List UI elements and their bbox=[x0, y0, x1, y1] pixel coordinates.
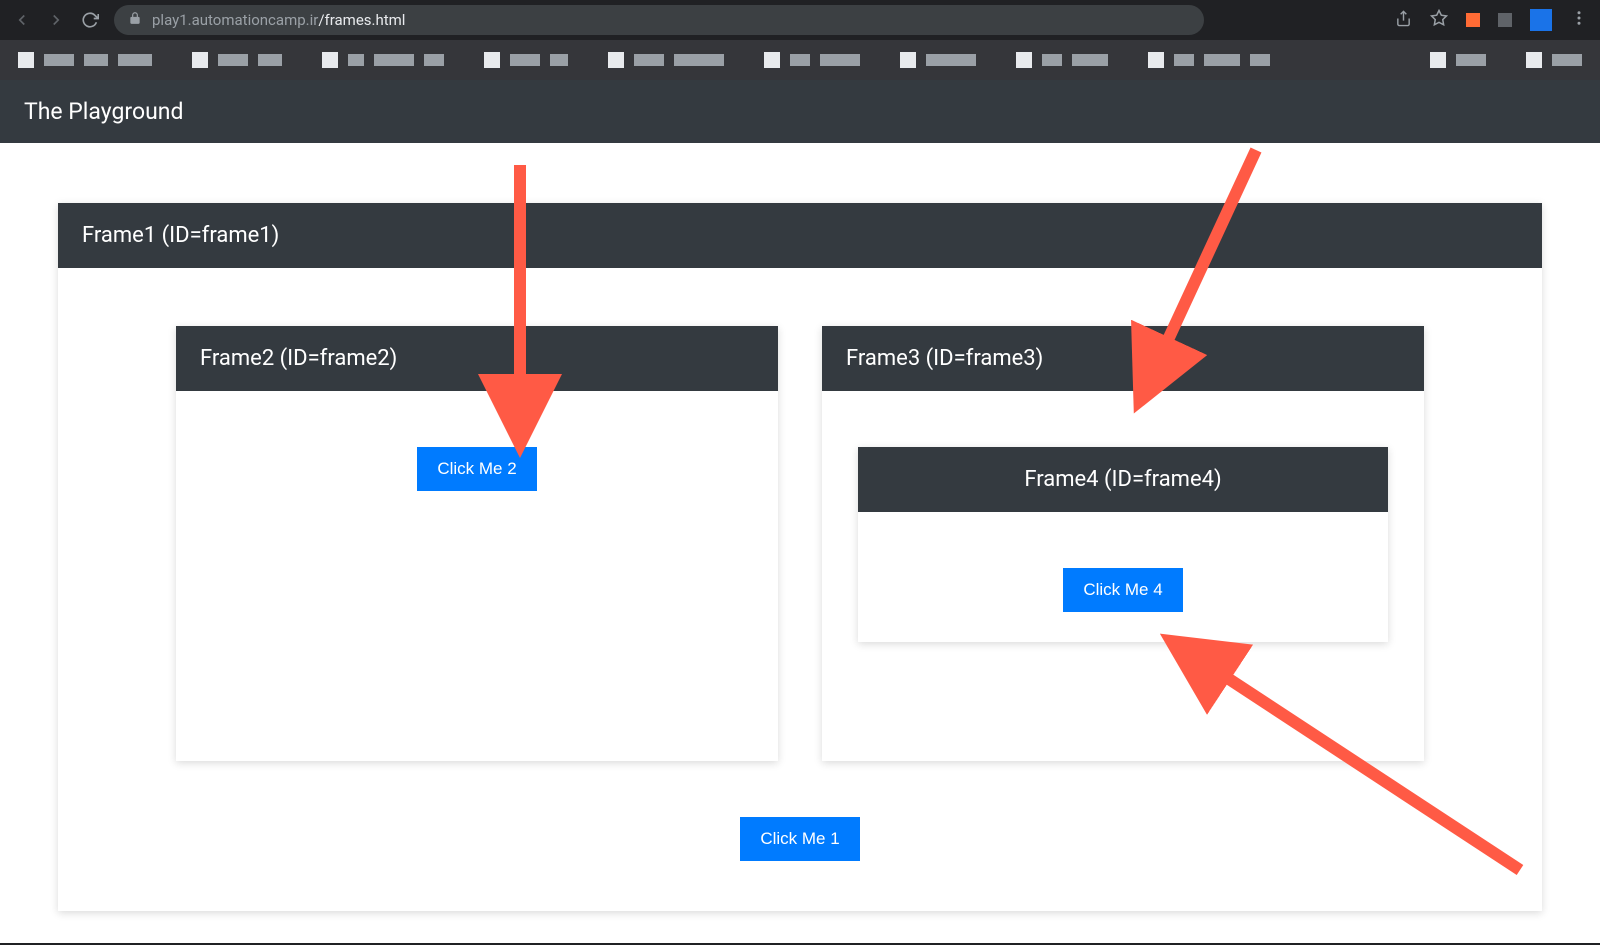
bookmark-item[interactable] bbox=[674, 54, 724, 66]
bookmark-item[interactable] bbox=[900, 52, 916, 68]
bookmark-item[interactable] bbox=[926, 54, 976, 66]
frame1-button-row: Click Me 1 bbox=[176, 817, 1424, 861]
bookmark-item[interactable] bbox=[374, 54, 414, 66]
frame3-body: Frame4 (ID=frame4) Click Me 4 bbox=[822, 391, 1424, 761]
address-bar[interactable]: play1.automationcamp.ir/frames.html bbox=[114, 5, 1204, 35]
click-me-4-button[interactable]: Click Me 4 bbox=[1063, 568, 1182, 612]
bookmark-item[interactable] bbox=[1552, 54, 1582, 66]
frame4-card: Frame4 (ID=frame4) Click Me 4 bbox=[858, 447, 1388, 642]
bookmark-item[interactable] bbox=[1042, 54, 1062, 66]
extension-icon[interactable] bbox=[1498, 13, 1512, 27]
bookmark-item[interactable] bbox=[550, 54, 568, 66]
bookmark-item[interactable] bbox=[1456, 54, 1486, 66]
profile-avatar[interactable] bbox=[1530, 9, 1552, 31]
bookmark-item[interactable] bbox=[484, 52, 500, 68]
bookmark-item[interactable] bbox=[1204, 54, 1240, 66]
bookmark-item[interactable] bbox=[192, 52, 208, 68]
bookmark-item[interactable] bbox=[348, 54, 364, 66]
inner-frames-row: Frame2 (ID=frame2) Click Me 2 Frame3 (ID… bbox=[176, 326, 1424, 761]
extension-icon[interactable] bbox=[1466, 13, 1480, 27]
back-button[interactable] bbox=[12, 10, 32, 30]
bookmark-item[interactable] bbox=[510, 54, 540, 66]
frame2-card: Frame2 (ID=frame2) Click Me 2 bbox=[176, 326, 778, 761]
frame3-card: Frame3 (ID=frame3) Frame4 (ID=frame4) Cl… bbox=[822, 326, 1424, 761]
frame1-body: Frame2 (ID=frame2) Click Me 2 Frame3 (ID… bbox=[58, 268, 1542, 911]
content-area: Frame1 (ID=frame1) Frame2 (ID=frame2) Cl… bbox=[0, 143, 1600, 943]
bookmark-item[interactable] bbox=[608, 52, 624, 68]
share-icon[interactable] bbox=[1395, 10, 1412, 31]
bookmark-item[interactable] bbox=[424, 54, 444, 66]
bookmark-item[interactable] bbox=[218, 54, 248, 66]
bookmark-item[interactable] bbox=[44, 54, 74, 66]
click-me-2-button[interactable]: Click Me 2 bbox=[417, 447, 536, 491]
bookmark-item[interactable] bbox=[1072, 54, 1108, 66]
bookmark-item[interactable] bbox=[820, 54, 860, 66]
url-text: play1.automationcamp.ir/frames.html bbox=[152, 11, 405, 29]
click-me-1-button[interactable]: Click Me 1 bbox=[740, 817, 859, 861]
bookmark-star-icon[interactable] bbox=[1430, 9, 1448, 31]
frame4-header: Frame4 (ID=frame4) bbox=[858, 447, 1388, 512]
menu-icon[interactable] bbox=[1570, 9, 1588, 31]
bookmark-item[interactable] bbox=[84, 54, 108, 66]
bookmark-item[interactable] bbox=[1430, 52, 1446, 68]
frame4-body: Click Me 4 bbox=[858, 512, 1388, 642]
bookmark-item[interactable] bbox=[764, 52, 780, 68]
frame3-header: Frame3 (ID=frame3) bbox=[822, 326, 1424, 391]
bookmark-item[interactable] bbox=[18, 52, 34, 68]
frame2-body: Click Me 2 bbox=[176, 391, 778, 761]
bookmark-item[interactable] bbox=[1016, 52, 1032, 68]
bookmark-item[interactable] bbox=[258, 54, 282, 66]
bookmark-item[interactable] bbox=[322, 52, 338, 68]
page-title: The Playground bbox=[24, 98, 183, 125]
bookmark-item[interactable] bbox=[1250, 54, 1270, 66]
reload-button[interactable] bbox=[80, 10, 100, 30]
forward-button[interactable] bbox=[46, 10, 66, 30]
bookmark-item[interactable] bbox=[1174, 54, 1194, 66]
bookmark-item[interactable] bbox=[790, 54, 810, 66]
toolbar-right bbox=[1395, 9, 1588, 31]
bookmark-item[interactable] bbox=[118, 54, 152, 66]
bookmark-item[interactable] bbox=[1148, 52, 1164, 68]
frame1-card: Frame1 (ID=frame1) Frame2 (ID=frame2) Cl… bbox=[58, 203, 1542, 911]
bookmark-item[interactable] bbox=[1526, 52, 1542, 68]
bookmark-item[interactable] bbox=[634, 54, 664, 66]
frame2-header: Frame2 (ID=frame2) bbox=[176, 326, 778, 391]
frame1-header: Frame1 (ID=frame1) bbox=[58, 203, 1542, 268]
browser-toolbar: play1.automationcamp.ir/frames.html bbox=[0, 0, 1600, 40]
bookmarks-bar bbox=[0, 40, 1600, 80]
page-banner: The Playground bbox=[0, 80, 1600, 143]
lock-icon bbox=[128, 11, 142, 29]
